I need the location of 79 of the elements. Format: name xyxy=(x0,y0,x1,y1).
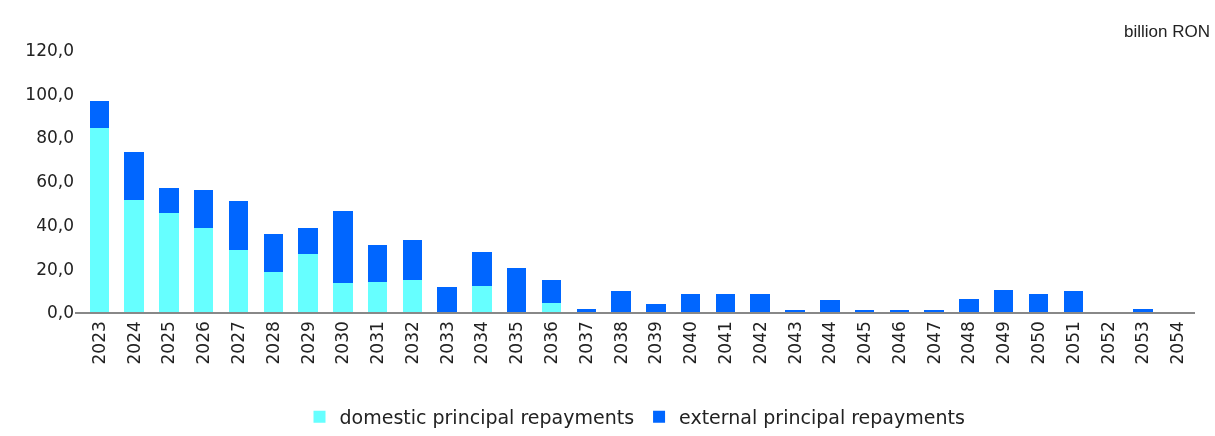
bar xyxy=(750,294,770,313)
bar xyxy=(298,227,318,254)
x-tick-label: 2045 xyxy=(854,321,875,365)
x-tick-label: 2050 xyxy=(1028,321,1049,365)
x-tick-label: 2030 xyxy=(332,321,353,365)
bar xyxy=(367,282,388,313)
x-tick-label: 2041 xyxy=(714,321,735,365)
x-tick-label: 2032 xyxy=(401,321,422,365)
y-tick-label: 100,0 xyxy=(25,83,74,104)
x-tick-label: 2037 xyxy=(575,321,596,365)
bar xyxy=(437,287,457,313)
bar xyxy=(89,101,110,129)
x-tick-label: 2043 xyxy=(784,321,805,365)
y-tick-label: 120,0 xyxy=(25,39,74,60)
x-tick-label: 2042 xyxy=(749,321,770,365)
y-tick-label: 40,0 xyxy=(36,214,74,235)
x-tick-label: 2049 xyxy=(993,321,1014,365)
bar xyxy=(263,233,283,272)
x-tick-label: 2029 xyxy=(297,321,318,365)
x-tick-label: 2035 xyxy=(506,321,527,365)
bar xyxy=(1028,294,1049,313)
x-tick-label: 2036 xyxy=(541,321,562,365)
x-tick-label: 2039 xyxy=(645,321,666,365)
bar xyxy=(263,271,283,313)
x-tick-label: 2054 xyxy=(1167,321,1188,365)
bar xyxy=(298,253,318,313)
bar xyxy=(611,291,631,313)
bar xyxy=(646,304,666,313)
x-tick-label: 2048 xyxy=(958,321,979,365)
bar xyxy=(541,280,562,304)
bar xyxy=(159,188,179,214)
x-tick-label: 2044 xyxy=(819,321,840,365)
bar xyxy=(228,249,249,313)
bar xyxy=(1133,309,1153,313)
x-tick-label: 2053 xyxy=(1132,321,1153,365)
x-tick-label: 2033 xyxy=(436,321,457,365)
text: billion RON xyxy=(1124,22,1210,41)
x-tick-label: 2051 xyxy=(1062,321,1083,365)
bar xyxy=(89,128,110,313)
bar xyxy=(193,227,214,313)
bar xyxy=(959,299,979,313)
bar xyxy=(159,213,179,313)
bar xyxy=(472,286,492,313)
y-tick-label: 20,0 xyxy=(36,258,74,279)
x-tick-label: 2024 xyxy=(123,321,144,365)
bar xyxy=(228,201,249,250)
x-tick-label: 2034 xyxy=(471,321,492,365)
legend-label: domestic principal repayments xyxy=(339,406,635,429)
y-tick-label: 60,0 xyxy=(36,171,74,192)
y-tick-label: 0,0 xyxy=(46,302,74,323)
bar xyxy=(124,200,144,313)
bar xyxy=(715,294,736,313)
x-tick-label: 2052 xyxy=(1097,321,1118,365)
bar xyxy=(680,294,701,313)
x-tick-label: 2031 xyxy=(367,321,388,365)
bar xyxy=(333,283,353,313)
x-tick-label: 2028 xyxy=(262,321,283,365)
x-tick-label: 2038 xyxy=(610,321,631,365)
x-tick-label: 2046 xyxy=(888,321,909,365)
bar xyxy=(367,244,388,283)
x-tick-label: 2023 xyxy=(88,321,109,365)
bar xyxy=(333,211,353,284)
bar xyxy=(541,303,562,313)
bar xyxy=(402,280,423,313)
x-tick-label: 2026 xyxy=(193,321,214,365)
x-tick-label: 2025 xyxy=(158,321,179,365)
legend-label: external principal repayments xyxy=(679,406,965,429)
bar xyxy=(193,190,214,228)
bar xyxy=(124,151,144,201)
bar xyxy=(820,300,840,313)
x-tick-label: 2027 xyxy=(228,321,248,365)
bar xyxy=(472,251,492,287)
bar xyxy=(507,268,527,313)
bar xyxy=(1063,291,1083,313)
y-tick-label: 80,0 xyxy=(36,127,74,148)
x-tick-label: 2047 xyxy=(923,321,944,365)
bar xyxy=(993,290,1014,313)
x-tick-label: 2040 xyxy=(680,321,701,365)
bar xyxy=(402,239,423,281)
